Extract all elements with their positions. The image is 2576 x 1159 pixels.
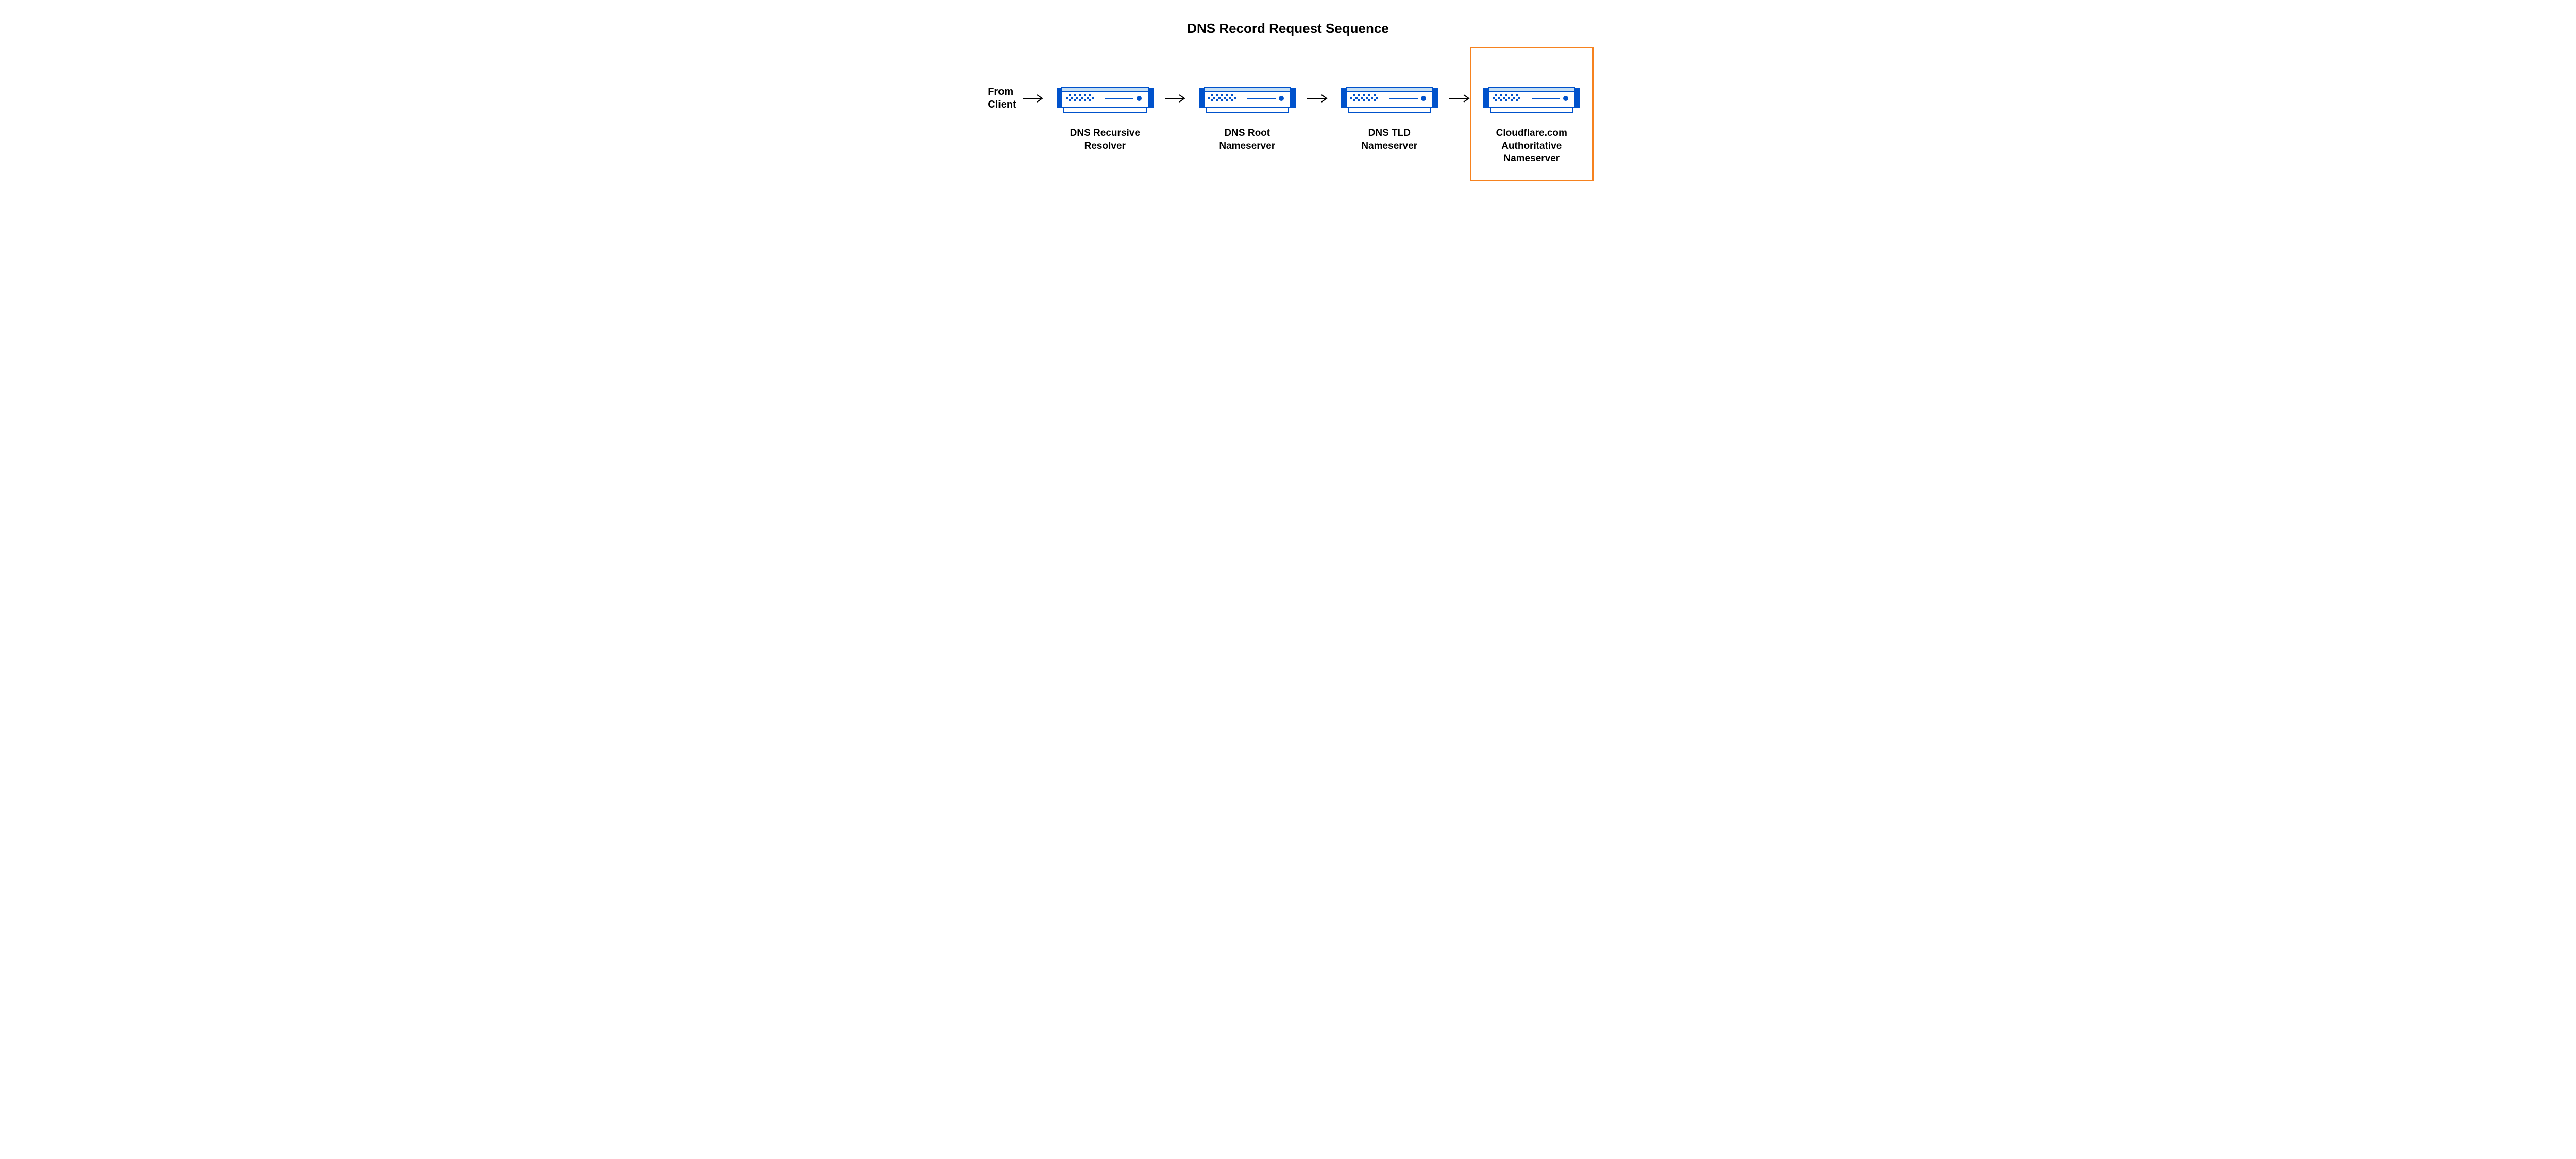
node-resolver: DNS RecursiveResolver xyxy=(1048,83,1162,114)
node-root: DNS RootNameserver xyxy=(1191,83,1304,114)
diagram-title: DNS Record Request Sequence xyxy=(899,21,1677,37)
arrow-2 xyxy=(1304,93,1333,104)
diagram-canvas: DNS Record Request Sequence FromClient D… xyxy=(899,0,1677,309)
arrow-3 xyxy=(1446,93,1475,104)
server-icon xyxy=(1054,83,1157,114)
flow-row: FromClient DNS RecursiveResolver xyxy=(899,83,1677,114)
arrow-0 xyxy=(1020,93,1048,104)
server-icon xyxy=(1338,83,1441,114)
node-authoritative: Cloudflare.comAuthoritativeNameserver xyxy=(1475,83,1588,114)
arrow-1 xyxy=(1162,93,1191,104)
server-icon xyxy=(1196,83,1299,114)
server-icon xyxy=(1480,83,1583,114)
source-label: FromClient xyxy=(988,86,1016,111)
node-label: DNS RootNameserver xyxy=(1191,127,1304,152)
node-label: Cloudflare.comAuthoritativeNameserver xyxy=(1475,127,1588,165)
node-label: DNS TLDNameserver xyxy=(1333,127,1446,152)
node-label: DNS RecursiveResolver xyxy=(1048,127,1162,152)
node-tld: DNS TLDNameserver xyxy=(1333,83,1446,114)
